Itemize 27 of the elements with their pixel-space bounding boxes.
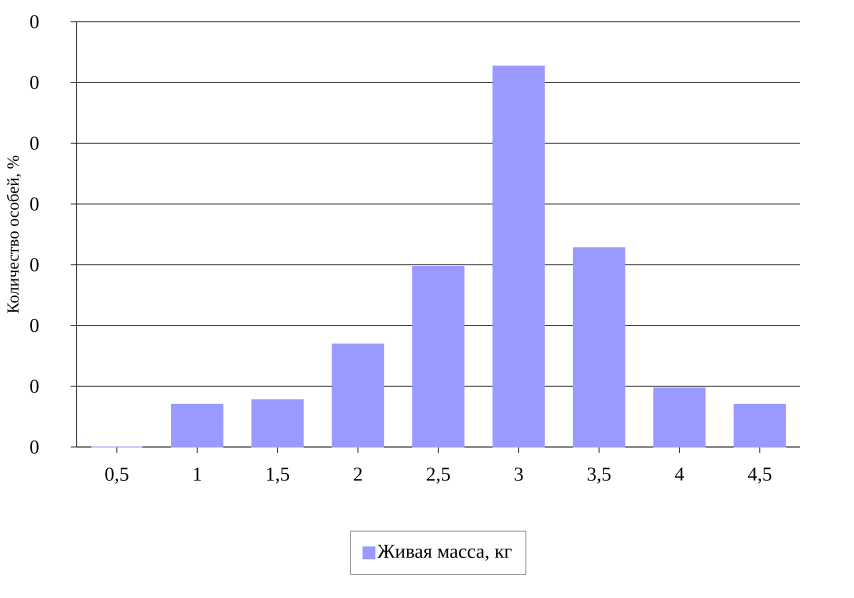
text: 0	[30, 380, 39, 393]
y-axis-title: Количество особей, %	[6, 156, 22, 314]
x-tick-label: 1	[194, 468, 201, 481]
bar	[734, 404, 786, 448]
text: 0	[30, 318, 39, 332]
bar	[251, 399, 304, 448]
x-tick-label: 4	[674, 468, 684, 481]
bar	[171, 404, 224, 448]
x-tick-label: 0,5	[105, 468, 128, 484]
x-tick-label: 1,5	[267, 468, 290, 484]
bar	[412, 266, 464, 448]
x-tick-label: 3	[514, 468, 523, 481]
x-tick-label: 3,5	[588, 468, 611, 484]
legend-label: Живая масса, кг	[377, 544, 512, 561]
bar	[653, 387, 706, 448]
text: 0	[30, 197, 39, 211]
x-tick-label: 2,5	[426, 468, 450, 484]
x-tick-label: 4,5	[748, 468, 772, 484]
text: 0	[30, 15, 39, 28]
text: 0	[30, 258, 39, 272]
bar	[332, 344, 384, 448]
x-tick-label: 2	[354, 468, 362, 481]
text: 0	[30, 440, 39, 454]
text: 0	[30, 76, 39, 90]
bar	[572, 247, 626, 448]
text: 0	[30, 136, 39, 150]
bar	[492, 66, 545, 448]
